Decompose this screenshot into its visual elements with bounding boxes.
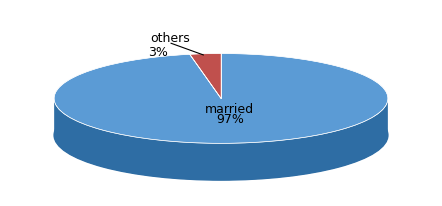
Text: married: married [205, 103, 254, 116]
Polygon shape [54, 54, 388, 144]
Polygon shape [54, 100, 388, 180]
Text: 3%: 3% [149, 46, 168, 59]
Text: others: others [151, 32, 191, 44]
Text: 97%: 97% [216, 113, 244, 126]
Polygon shape [190, 54, 221, 99]
Ellipse shape [54, 91, 388, 180]
